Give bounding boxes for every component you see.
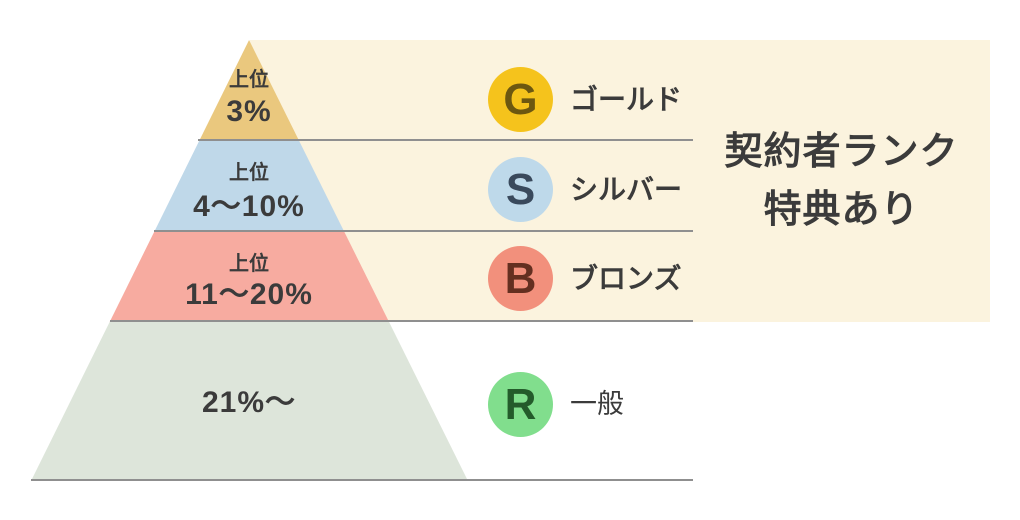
silver-rank-prefix: 上位 [229,162,269,184]
bronze-rank-prefix: 上位 [229,253,269,275]
divider-bronze-general [110,320,693,322]
silver-rank-value: 4〜10% [193,190,305,223]
gold-rank-value: 3% [226,95,272,128]
general-rank-value: 21%〜 [201,386,297,419]
diagram-title: 契約者ランク 特典あり [693,40,990,322]
general-badge: R [488,372,553,437]
divider-silver-bronze [154,230,693,232]
gold-badge: G [488,67,553,132]
pyramid-tier-general [31,322,468,481]
general-badge-label: 一般 [570,389,624,419]
gold-badge-label: ゴールド [570,84,683,115]
divider-gold-silver [198,139,693,141]
diagram-title-line2: 特典あり [763,189,920,231]
bronze-badge: B [488,246,553,311]
silver-badge: S [488,157,553,222]
silver-badge-label: シルバー [570,174,683,205]
pyramid-baseline [31,479,693,481]
diagram-title-line1: 契約者ランク [724,131,959,173]
bronze-rank-value: 11〜20% [185,278,313,311]
cream-backdrop-panel [250,40,990,322]
gold-rank-prefix: 上位 [229,69,269,91]
bronze-badge-label: ブロンズ [570,263,682,294]
